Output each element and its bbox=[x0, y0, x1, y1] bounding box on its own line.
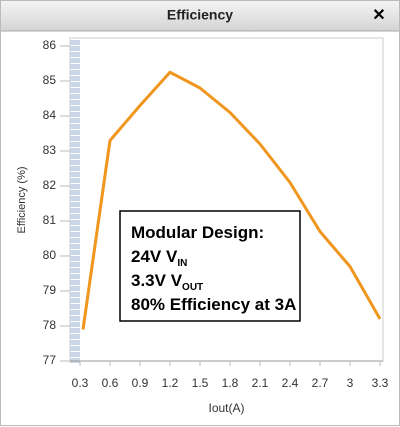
edge-band bbox=[70, 274, 80, 279]
edge-band bbox=[70, 322, 80, 327]
edge-band bbox=[70, 226, 80, 231]
edge-band bbox=[70, 298, 80, 303]
x-tick-label: 1.2 bbox=[162, 376, 179, 390]
edge-band bbox=[70, 142, 80, 147]
edge-band bbox=[70, 220, 80, 225]
edge-band bbox=[70, 328, 80, 333]
edge-band bbox=[70, 112, 80, 117]
close-button[interactable]: ✕ bbox=[372, 7, 385, 24]
annotation-box bbox=[119, 210, 301, 322]
edge-band bbox=[70, 70, 80, 75]
x-tick-label: 0.9 bbox=[132, 376, 149, 390]
x-tick-label: 3.3 bbox=[372, 376, 389, 390]
edge-band bbox=[70, 250, 80, 255]
edge-band bbox=[70, 232, 80, 237]
y-tick-label: 77 bbox=[43, 353, 57, 367]
edge-band bbox=[70, 82, 80, 87]
y-tick-label: 84 bbox=[43, 108, 57, 122]
annotation-subscript: OUT bbox=[182, 282, 203, 293]
edge-band bbox=[70, 304, 80, 309]
x-tick-label: 0.6 bbox=[102, 376, 119, 390]
edge-band bbox=[70, 172, 80, 177]
edge-band bbox=[70, 100, 80, 105]
edge-band bbox=[70, 94, 80, 99]
annotation-line: Modular Design: bbox=[131, 223, 264, 242]
edge-band bbox=[70, 268, 80, 273]
edge-band bbox=[70, 148, 80, 153]
annotation-text: 80% Efficiency at 3A bbox=[131, 295, 296, 314]
annotation-text: 24V V bbox=[131, 247, 178, 266]
edge-band bbox=[70, 214, 80, 219]
edge-band bbox=[70, 208, 80, 213]
edge-band bbox=[70, 190, 80, 195]
edge-band bbox=[70, 286, 80, 291]
x-axis-label: Iout(A) bbox=[208, 401, 244, 415]
edge-band bbox=[70, 88, 80, 93]
y-tick-label: 82 bbox=[43, 178, 57, 192]
y-tick-label: 85 bbox=[43, 73, 57, 87]
edge-band bbox=[70, 166, 80, 171]
annotation-text: Modular Design: bbox=[131, 223, 264, 242]
edge-band bbox=[70, 352, 80, 357]
edge-band bbox=[70, 160, 80, 165]
edge-band bbox=[70, 118, 80, 123]
annotation-line: 80% Efficiency at 3A bbox=[131, 295, 296, 314]
edge-band bbox=[70, 64, 80, 69]
window-title: Efficiency bbox=[167, 7, 233, 23]
edge-band bbox=[70, 340, 80, 345]
annotation-line: 3.3V VOUT bbox=[131, 271, 203, 293]
annotation-subscript: IN bbox=[177, 258, 187, 269]
edge-band bbox=[70, 184, 80, 189]
edge-band bbox=[70, 130, 80, 135]
edge-band bbox=[70, 40, 80, 45]
x-tick-label: 1.5 bbox=[192, 376, 209, 390]
edge-band bbox=[70, 58, 80, 63]
edge-band bbox=[70, 334, 80, 339]
y-tick-label: 79 bbox=[43, 283, 57, 297]
edge-band bbox=[70, 106, 80, 111]
edge-band bbox=[70, 238, 80, 243]
y-tick-label: 78 bbox=[43, 318, 57, 332]
y-tick-label: 81 bbox=[43, 213, 57, 227]
title-bar bbox=[1, 1, 399, 31]
edge-band bbox=[70, 52, 80, 57]
edge-band bbox=[70, 202, 80, 207]
y-axis-label: Efficiency (%) bbox=[16, 166, 28, 233]
edge-band bbox=[70, 154, 80, 159]
edge-band bbox=[70, 136, 80, 141]
y-tick-label: 83 bbox=[43, 143, 57, 157]
edge-band bbox=[70, 316, 80, 321]
x-tick-label: 3 bbox=[347, 376, 354, 390]
x-tick-label: 2.4 bbox=[282, 376, 299, 390]
annotation-line: 24V VIN bbox=[131, 247, 187, 269]
edge-band bbox=[70, 124, 80, 129]
edge-band bbox=[70, 244, 80, 249]
edge-band bbox=[70, 346, 80, 351]
edge-band bbox=[70, 262, 80, 267]
data-line bbox=[81, 70, 382, 330]
edge-band bbox=[70, 46, 80, 51]
edge-band bbox=[70, 256, 80, 261]
x-tick-label: 2.7 bbox=[312, 376, 329, 390]
annotation-text: 3.3V V bbox=[131, 271, 183, 290]
edge-band bbox=[70, 310, 80, 315]
edge-band bbox=[70, 280, 80, 285]
x-tick-label: 1.8 bbox=[222, 376, 239, 390]
y-tick-label: 80 bbox=[43, 248, 57, 262]
edge-band bbox=[70, 292, 80, 297]
edge-band bbox=[70, 178, 80, 183]
edge-band bbox=[70, 196, 80, 201]
edge-band bbox=[70, 76, 80, 81]
x-tick-label: 2.1 bbox=[252, 376, 269, 390]
x-tick-label: 0.3 bbox=[72, 376, 89, 390]
y-tick-label: 86 bbox=[43, 38, 57, 52]
